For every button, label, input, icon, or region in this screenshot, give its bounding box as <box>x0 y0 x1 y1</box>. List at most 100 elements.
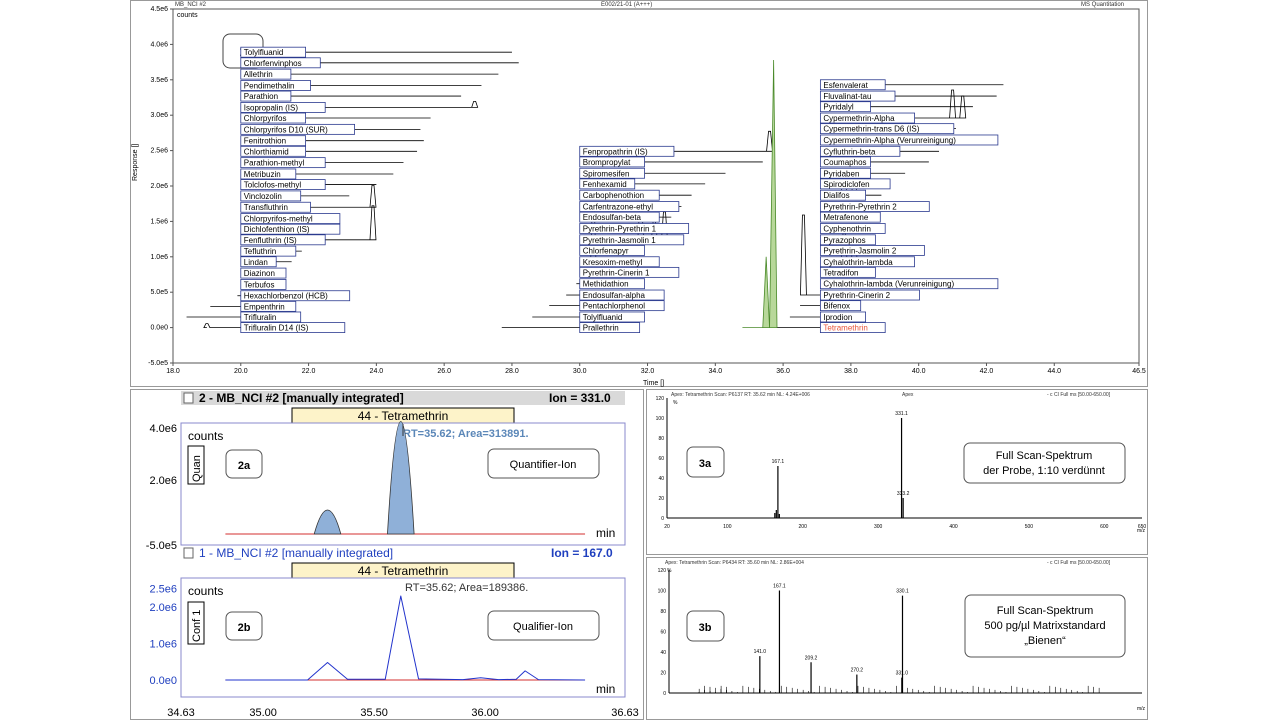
conf-badge: 2b <box>238 622 251 634</box>
conf-ion: Ion = 167.0 <box>551 546 613 560</box>
compound-label-box <box>240 290 351 302</box>
spectrum-3b-x-unit: m/z <box>1137 706 1146 712</box>
compound-label: Carfentrazone-ethyl <box>583 203 653 212</box>
compound-label-box <box>819 223 886 234</box>
spectrum-3b-panel: Apex: Tetramethrin Scan: P6434 RT: 35.60… <box>646 557 1148 720</box>
overview-x-tick: 36.0 <box>776 368 790 375</box>
spectrum-3b-peak-label: 270.2 <box>851 668 864 674</box>
conf-y-tick: 2.5e6 <box>149 584 177 596</box>
compound-label-box <box>819 167 871 179</box>
ion-x-tick: 35.00 <box>249 707 277 719</box>
compound-label: Chlorpyrifos D10 (SUR) <box>244 125 328 134</box>
compound-label-box <box>579 311 645 323</box>
ion-x-tick: 35.50 <box>360 707 388 719</box>
spectrum-3b-info-line2: 500 pg/µl Matrixstandard <box>984 620 1105 632</box>
conf-trace <box>225 595 586 681</box>
quan-compound: 44 - Tetramethrin <box>358 409 449 423</box>
compound-label: Fenhexamid <box>583 180 627 189</box>
compound-label: Fluvalinat-tau <box>823 92 871 101</box>
conf-header-title: 1 - MB_NCI #2 [manually integrated] <box>199 546 393 560</box>
quan-y-tick: 4.0e6 <box>149 423 177 435</box>
spectrum-3b-peak-label: 209.2 <box>805 655 818 661</box>
spectrum-3b-info-line1: Full Scan-Spektrum <box>997 605 1094 617</box>
compound-label-box <box>579 278 645 290</box>
compound-label-box <box>819 101 871 113</box>
compound-label-box <box>579 266 680 278</box>
compound-label: Isopropalin (IS) <box>244 103 299 112</box>
compound-label: Diazinon <box>244 269 275 278</box>
compound-label-box <box>240 213 341 224</box>
overview-x-tick: 32.0 <box>641 368 655 375</box>
compound-label: Bifenox <box>823 302 850 311</box>
spectrum-3a-badge-box <box>686 446 725 478</box>
compound-label-box <box>819 123 955 135</box>
compound-label: Endosulfan-alpha <box>583 291 646 300</box>
compound-label: Pyrethrin-Cinerin 2 <box>823 291 890 300</box>
compound-label-box <box>240 179 326 190</box>
compound-label: Spirodiclofen <box>823 180 869 189</box>
spectrum-3a-peak-label: 331.1 <box>895 411 908 417</box>
compound-label-box <box>240 102 326 113</box>
qualifier-box <box>487 610 600 641</box>
chromatogram-trace <box>579 130 773 152</box>
compound-label-box <box>579 211 660 223</box>
conf-y-tick: 0.0e0 <box>149 675 177 687</box>
quan-side-box <box>187 445 205 485</box>
quantifier-box <box>487 448 600 479</box>
chromatogram-trace <box>240 101 479 108</box>
compound-label: Dialifos <box>823 191 849 200</box>
compound-label-box <box>819 90 896 102</box>
quan-rt-annotation: RT=35.62; Area=313891. <box>403 428 529 440</box>
compound-label: Fenfluthrin (IS) <box>244 236 297 245</box>
compound-label: Chlorfenapyr <box>583 246 629 255</box>
overview-y-tick: 2.0e6 <box>150 183 168 190</box>
compound-label: Brompropylat <box>583 158 631 167</box>
compound-label-box <box>819 245 925 256</box>
spectrum-3a-chart: Apex: Tetramethrin Scan: P6137 RT: 35.62… <box>656 392 1147 534</box>
chromatogram-trace <box>203 323 241 328</box>
compound-label-box <box>579 156 645 168</box>
compound-label-box <box>240 157 326 169</box>
document-icon <box>183 392 194 404</box>
compound-label: Pyridalyl <box>823 103 853 112</box>
spectrum-3a-info-box <box>963 442 1126 484</box>
spectrum-3a-y-tick: 100 <box>656 416 665 422</box>
compound-label-box <box>240 267 287 279</box>
quan-peak-major <box>387 421 415 535</box>
quan-header-title: 2 - MB_NCI #2 [manually integrated] <box>199 391 404 405</box>
compound-label: Trifluralin D14 (IS) <box>244 324 309 333</box>
spectrum-3a-y-tick: 40 <box>658 476 664 482</box>
compound-label: Parathion-methyl <box>244 159 305 168</box>
spectrum-3a-header-left: Apex: Tetramethrin Scan: P6137 RT: 35.62… <box>671 392 810 398</box>
overview-y-tick: 3.0e6 <box>150 112 168 119</box>
spectrum-3a-x-tick: 600 <box>1100 524 1109 530</box>
compound-label: Cyfluthrin-beta <box>823 147 876 156</box>
spectrum-3b-info-box <box>964 594 1126 658</box>
compound-label-box <box>819 234 876 246</box>
spectrum-3a-x-tick: 100 <box>723 524 732 530</box>
compound-label-box <box>579 145 675 157</box>
overview-y-tick: 1.5e6 <box>150 218 168 225</box>
ion-x-tick: 36.00 <box>471 707 499 719</box>
quan-ion: Ion = 331.0 <box>549 391 611 405</box>
compound-label-box <box>240 135 306 147</box>
compound-label: Spiromesifen <box>583 169 630 178</box>
compound-label: Chlorpyrifos <box>244 114 287 123</box>
compound-label: Pentachlorphenol <box>583 302 645 311</box>
compound-label: Cyhalothrin-lambda <box>823 258 893 267</box>
compound-label-box <box>579 178 636 190</box>
overview-x-tick: 24.0 <box>370 368 384 375</box>
compound-label-box <box>819 322 886 334</box>
spectrum-3a-y-tick: 20 <box>658 496 664 502</box>
compound-label: Endosulfan-beta <box>583 213 642 222</box>
spectrum-3a-x-tick: 200 <box>799 524 808 530</box>
ion-chromatogram-panel: 2 - MB_NCI #2 [manually integrated] Ion … <box>130 389 644 720</box>
compound-label-box <box>240 201 311 213</box>
compound-label: Pyrethrin-Pyrethrin 2 <box>823 203 897 212</box>
spectrum-3b-y-tick: 80 <box>660 609 666 615</box>
compound-label-box <box>240 279 287 290</box>
overview-x-tick: 30.0 <box>573 368 587 375</box>
spectrum-3a-x-tick: 300 <box>874 524 883 530</box>
spectrum-3a-peak-label: 167.1 <box>772 459 785 465</box>
compound-label-box <box>819 134 999 146</box>
